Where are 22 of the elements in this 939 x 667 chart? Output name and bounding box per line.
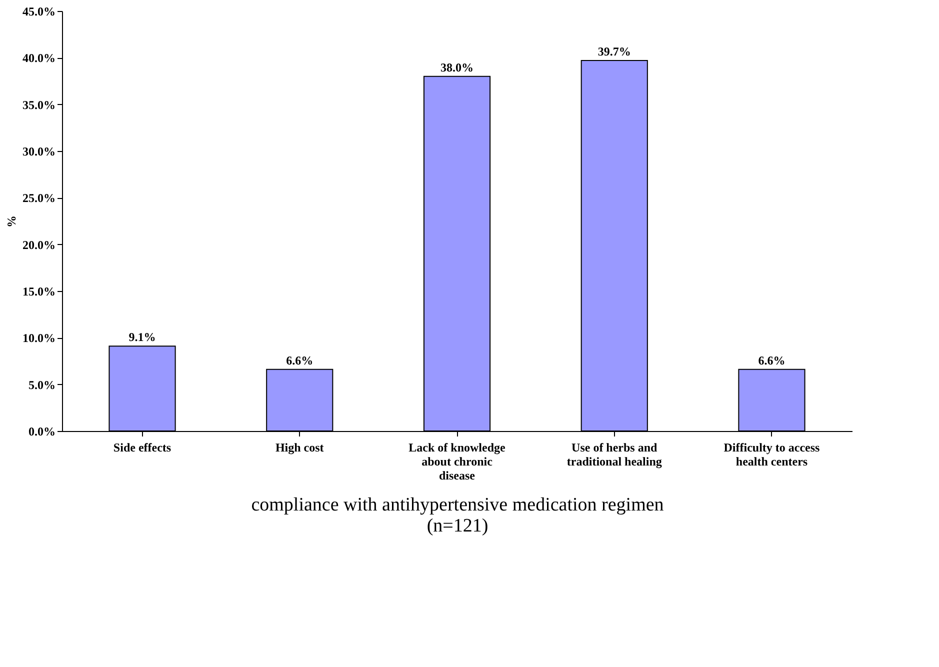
- x-tick-label: Use of herbs and traditional healing: [566, 440, 662, 468]
- x-tick-label: Side effects: [113, 440, 172, 454]
- data-label: 6.6%: [758, 353, 786, 368]
- y-tick-label: 35.0%: [22, 98, 56, 112]
- y-axis-title: %: [4, 216, 18, 228]
- y-tick-label: 30.0%: [22, 144, 56, 158]
- y-tick-label: 15.0%: [22, 284, 56, 298]
- y-tick-label: 5.0%: [28, 378, 56, 392]
- y-tick-label: 40.0%: [22, 51, 56, 66]
- y-tick-label: 10.0%: [22, 331, 56, 346]
- y-tick-label: 25.0%: [22, 191, 56, 206]
- x-tick-label: High cost: [275, 440, 324, 454]
- x-tick-label: Lack of knowledge about chronic disease: [408, 440, 506, 482]
- y-tick-label: 0.0%: [28, 424, 56, 438]
- data-label: 39.7%: [598, 44, 631, 58]
- y-tick-label: 20.0%: [22, 238, 56, 252]
- x-tick-label: Difficulty to access health centers: [724, 440, 820, 468]
- data-label: 9.1%: [128, 330, 156, 344]
- data-label: 6.6%: [286, 353, 314, 368]
- data-label: 38.0%: [440, 60, 474, 74]
- y-tick-label: 45.0%: [22, 4, 56, 18]
- x-axis-title: compliance with antihypertensive medication regimen (n=121): [251, 494, 664, 536]
